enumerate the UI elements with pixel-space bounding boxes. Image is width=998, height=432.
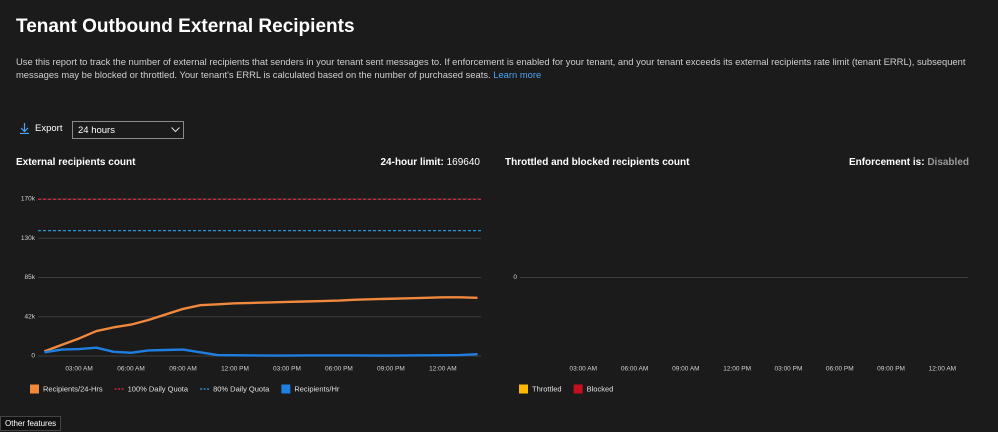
other-features-label: Other features	[5, 419, 57, 428]
y-tick-label: 0	[513, 274, 517, 281]
page-title: Tenant Outbound External Recipients	[16, 16, 355, 37]
charts: 0 42k 85k 130k 170k 03:00 AM 06:00 AM 09:00 AM 1…	[21, 196, 968, 394]
x-tick-label: 06:00 AM	[621, 366, 648, 373]
x-tick-label: 09:00 PM	[377, 366, 405, 373]
limit-value: 169640	[446, 157, 480, 168]
y-tick-label: 85k	[25, 274, 36, 281]
chart-title: Throttled and blocked recipients count	[505, 157, 690, 168]
series-line	[44, 346, 478, 357]
status-label: Enforcement is:	[848, 157, 925, 168]
learn-more-link[interactable]: Learn more	[493, 69, 542, 80]
x-tick-label: 03:00 PM	[273, 366, 301, 373]
enforcement: Enforcement is: Disabled	[849, 157, 969, 168]
legend-label: 80% Daily Quota	[213, 384, 270, 393]
x-tick-label: 06:00 PM	[325, 366, 353, 373]
legend-label: Throttled	[532, 384, 562, 393]
export-button[interactable]: Export	[20, 123, 62, 134]
x-tick-label: 12:00 PM	[221, 366, 249, 373]
status-value: Disabled	[927, 157, 969, 168]
x-tick-label: 06:00 AM	[117, 366, 144, 373]
limit: 24-hour limit: 169640	[381, 157, 481, 168]
chevron	[171, 127, 180, 133]
description-text: Use this report to track the number of e…	[16, 56, 966, 80]
range-dropdown[interactable]: 24 hours	[72, 121, 184, 139]
x-tick-label: 03:00 AM	[65, 366, 92, 373]
range-value: 24 hours	[78, 125, 115, 136]
x-tick-label: 03:00 PM	[775, 366, 803, 373]
x-tick-label: 06:00 PM	[826, 366, 854, 373]
x-tick-label: 09:00 AM	[672, 366, 699, 373]
x-tick-label: 12:00 AM	[429, 366, 456, 373]
legend-label: Recipients/Hr	[294, 384, 340, 393]
x-tick-label: 12:00 AM	[929, 366, 956, 373]
legend-swatch	[30, 384, 39, 394]
y-tick-label: 170k	[21, 196, 36, 203]
y-tick-label: 130k	[21, 235, 36, 242]
x-tick-label: 09:00 AM	[169, 366, 196, 373]
legend-label: Recipients/24-Hrs	[43, 384, 103, 393]
y-tick-label: 0	[31, 353, 35, 360]
export-label: Export	[35, 123, 63, 134]
x-tick-label: 03:00 AM	[570, 366, 597, 373]
series-line	[43, 296, 478, 353]
other-features[interactable]: Other features	[0, 416, 62, 431]
x-tick-label: 12:00 PM	[723, 366, 751, 373]
legend-swatch	[573, 384, 583, 394]
legend-label: 100% Daily Quota	[128, 384, 189, 393]
legend-swatch	[281, 384, 291, 394]
chart-title: External recipients count	[16, 157, 136, 168]
legend-swatch	[519, 384, 528, 394]
legend-label: Blocked	[587, 384, 614, 393]
limit-label: 24-hour limit:	[380, 157, 444, 168]
export-icon	[20, 123, 29, 134]
y-tick-label: 42k	[25, 313, 36, 320]
description: Use this report to track the number of e…	[16, 55, 976, 81]
x-tick-label: 09:00 PM	[877, 366, 905, 373]
